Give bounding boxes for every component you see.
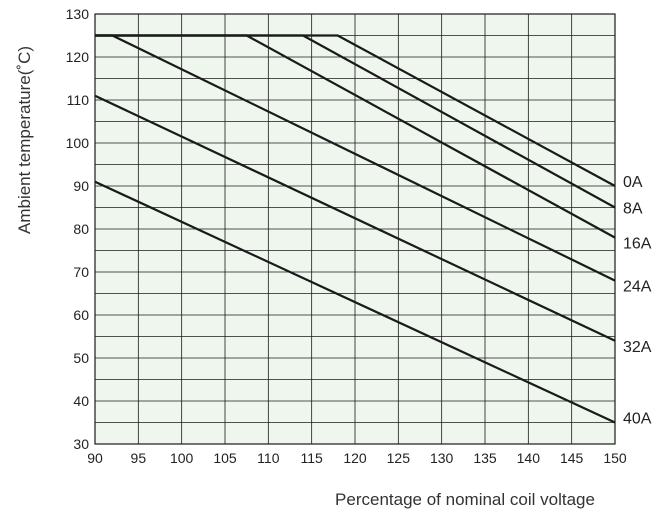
y-tick-labels: 30 40 50 60 70 80 90 100 110 120 130 xyxy=(66,6,90,452)
series-label-32A: 32A xyxy=(623,339,652,356)
y-tick-label: 50 xyxy=(73,350,89,366)
series-lines xyxy=(94,34,616,424)
x-tick-label: 90 xyxy=(87,450,103,466)
series-line-16A xyxy=(95,34,616,239)
x-tick-label: 145 xyxy=(560,450,584,466)
y-tick-label: 120 xyxy=(66,49,90,65)
y-tick-label: 60 xyxy=(73,307,89,323)
y-tick-label: 130 xyxy=(66,6,90,22)
y-tick-label: 70 xyxy=(73,264,89,280)
y-tick-label: 100 xyxy=(66,135,90,151)
series-label-16A: 16A xyxy=(623,236,652,253)
x-tick-label: 110 xyxy=(257,450,280,466)
x-tick-label: 150 xyxy=(603,450,627,466)
series-line-32A xyxy=(94,94,616,342)
grid xyxy=(95,14,615,444)
y-tick-label: 110 xyxy=(67,92,90,108)
x-tick-label: 140 xyxy=(517,450,541,466)
series-label-8A: 8A xyxy=(623,201,643,218)
y-tick-label: 30 xyxy=(73,436,89,452)
x-tick-label: 120 xyxy=(343,450,367,466)
series-label-40A: 40A xyxy=(623,411,652,428)
series-label-0A: 0A xyxy=(623,174,643,191)
y-axis-label: Ambient temperature(˚C) xyxy=(15,46,34,234)
y-tick-label: 40 xyxy=(73,393,89,409)
y-tick-label: 90 xyxy=(73,178,89,194)
series-line-40A xyxy=(94,180,616,424)
x-axis-label: Percentage of nominal coil voltage xyxy=(335,490,595,509)
series-labels: 0A 8A 16A 24A 32A 40A xyxy=(623,174,652,428)
y-tick-label: 80 xyxy=(73,221,89,237)
x-tick-labels: 90 95 100 105 110 115 120 125 130 135 140 145 150 xyxy=(87,450,627,466)
x-tick-label: 135 xyxy=(473,450,497,466)
series-line-24A xyxy=(95,34,616,282)
x-tick-label: 130 xyxy=(430,450,454,466)
x-tick-label: 125 xyxy=(387,450,411,466)
series-label-24A: 24A xyxy=(623,279,652,296)
x-tick-label: 95 xyxy=(131,450,147,466)
x-tick-label: 105 xyxy=(213,450,237,466)
x-tick-label: 115 xyxy=(301,450,324,466)
plot-frame xyxy=(94,13,616,445)
x-tick-label: 100 xyxy=(170,450,194,466)
